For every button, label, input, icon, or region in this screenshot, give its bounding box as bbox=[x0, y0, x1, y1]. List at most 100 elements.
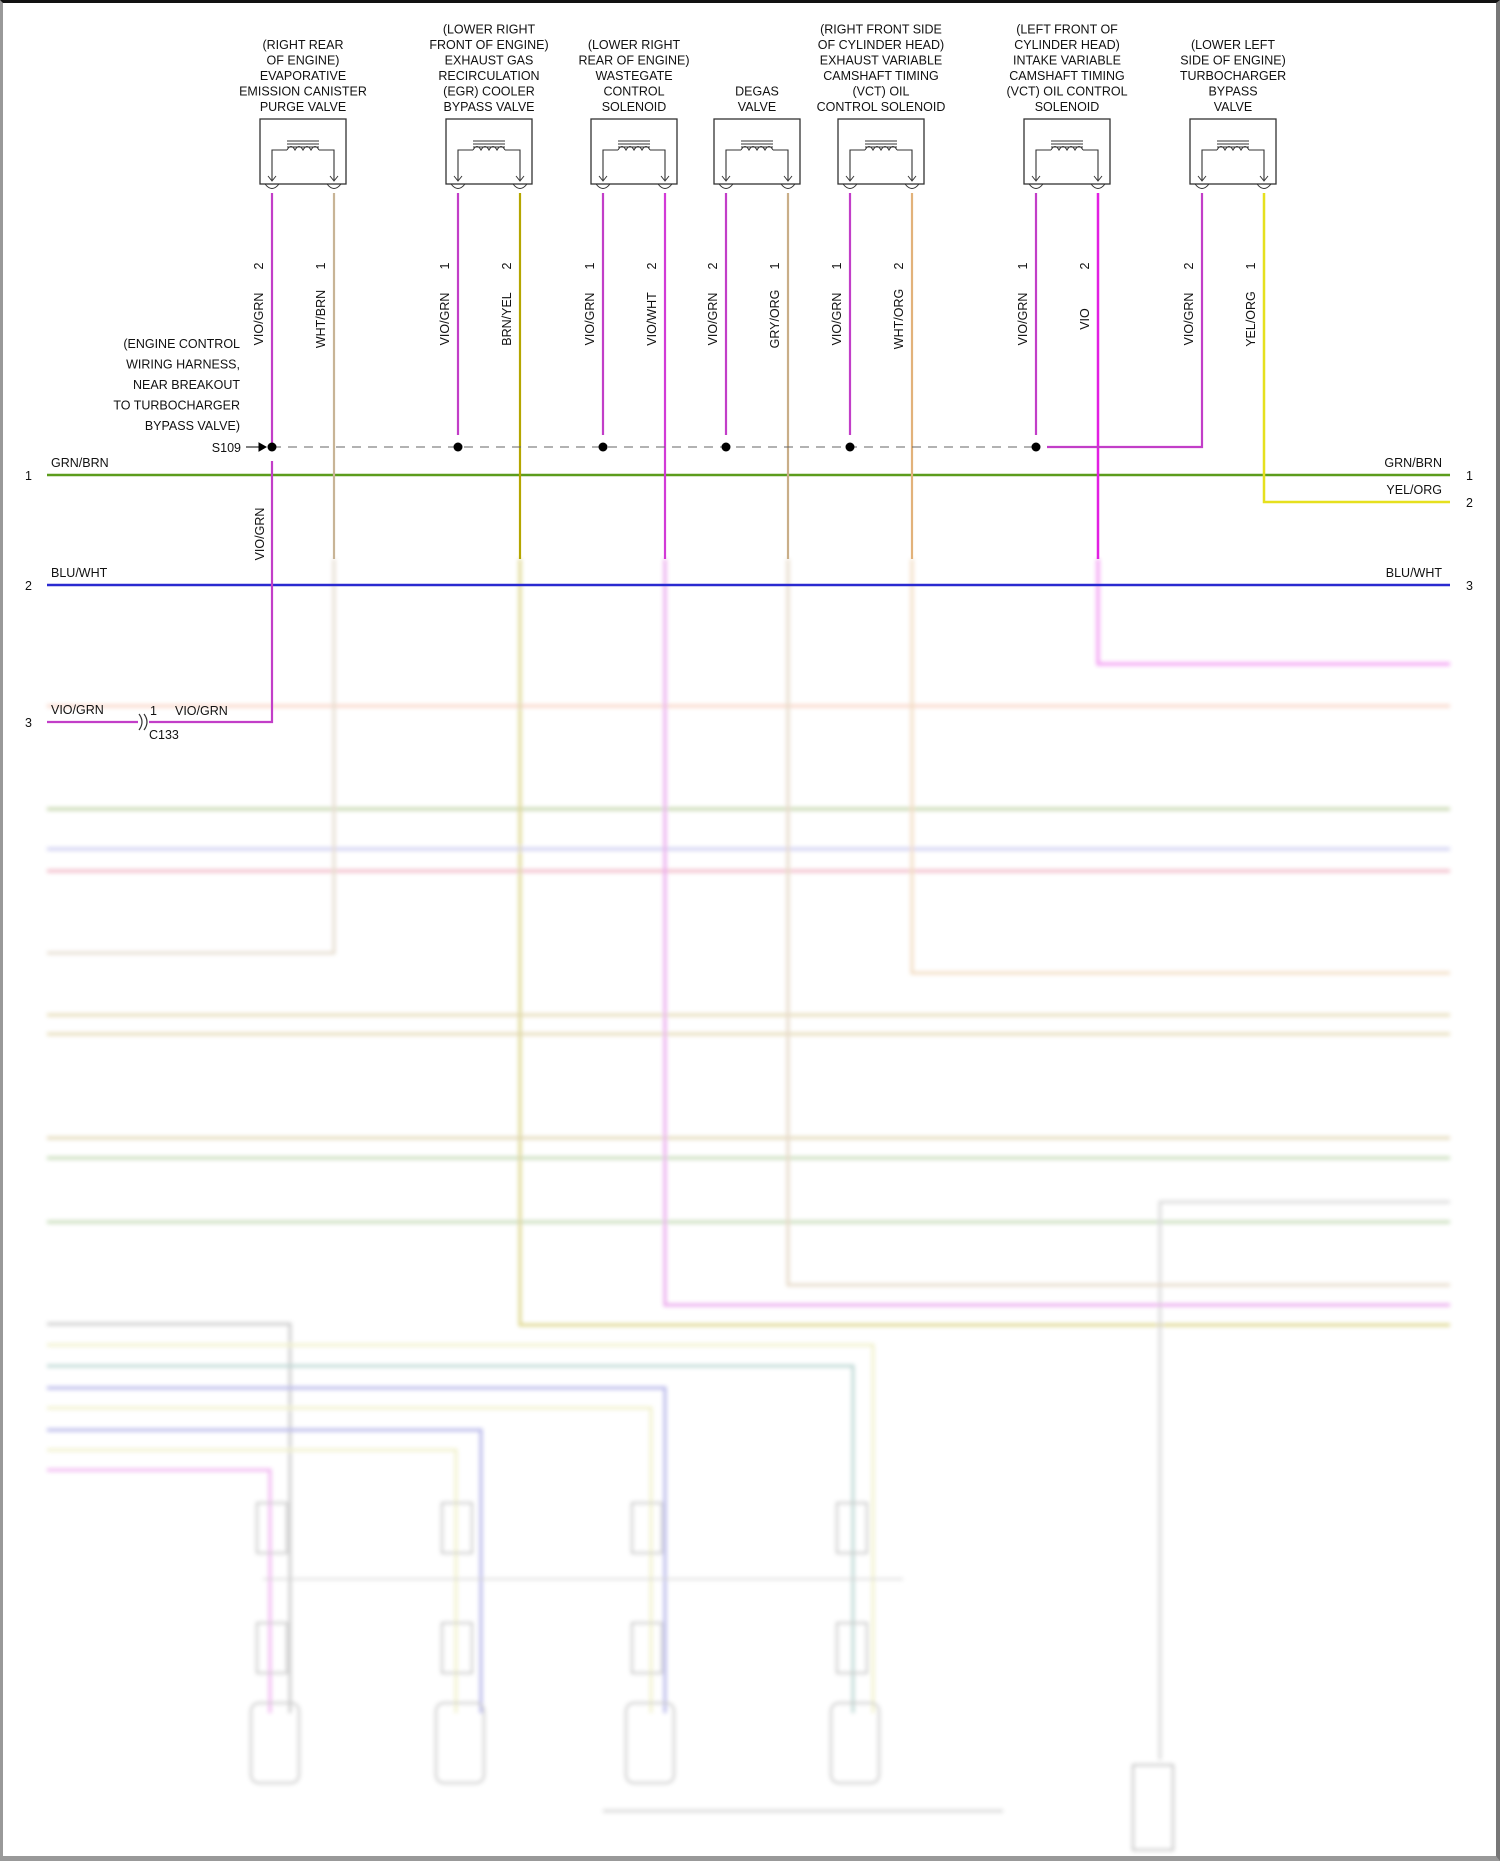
wire-color-label: VIO/GRN bbox=[706, 293, 720, 346]
component-label-line: TURBOCHARGER bbox=[1180, 69, 1286, 83]
component-label-line: OF CYLINDER HEAD) bbox=[818, 38, 944, 52]
component-label-line: BYPASS bbox=[1208, 85, 1257, 99]
pin-arrow-icon bbox=[515, 175, 525, 182]
sensor-symbol bbox=[250, 1702, 300, 1784]
component-label-line: (RIGHT REAR bbox=[262, 38, 343, 52]
pin-terminal-icon bbox=[264, 183, 280, 189]
wire-lower bbox=[1158, 1200, 1450, 1760]
component-label-line: INTAKE VARIABLE bbox=[1013, 54, 1121, 68]
connector-pin-number: 1 bbox=[150, 704, 157, 718]
row-number-right: 3 bbox=[1466, 579, 1473, 593]
pin-terminal-icon bbox=[326, 183, 342, 189]
pin-terminal-icon bbox=[1256, 183, 1272, 189]
pin-number: 1 bbox=[1016, 262, 1030, 269]
pin-number: 2 bbox=[645, 262, 659, 269]
coil-icon bbox=[1201, 149, 1265, 180]
component-label-line: OF ENGINE) bbox=[267, 54, 340, 68]
wire-lower bbox=[47, 1386, 667, 1713]
pin-number: 1 bbox=[583, 262, 597, 269]
obscured-lower-section bbox=[47, 559, 1450, 1851]
component-label-line: SIDE OF ENGINE) bbox=[1180, 54, 1286, 68]
solenoid-icon bbox=[590, 118, 678, 185]
splice-dot bbox=[1031, 442, 1041, 452]
pin-arrow-icon bbox=[329, 175, 339, 182]
wire-color-label: VIO/GRN bbox=[830, 293, 844, 346]
wire-lower bbox=[47, 1448, 458, 1713]
wire-color-label: YEL/ORG bbox=[1386, 483, 1442, 497]
component-label-line: (LEFT FRONT OF bbox=[1016, 23, 1118, 37]
wire-color-label: BLU/WHT bbox=[51, 566, 108, 580]
pin-terminal-icon bbox=[450, 183, 466, 189]
component-label-line: FRONT OF ENGINE) bbox=[429, 38, 548, 52]
pin-arrow-icon bbox=[783, 175, 793, 182]
wire-lower bbox=[47, 1428, 483, 1713]
splice-note-line: (ENGINE CONTROL bbox=[123, 337, 240, 351]
pin-number: 2 bbox=[1078, 262, 1092, 269]
wire-color-label: YEL/ORG bbox=[1244, 291, 1258, 347]
component-label-line: EXHAUST VARIABLE bbox=[820, 54, 943, 68]
component-3 bbox=[590, 118, 678, 189]
splice-dot bbox=[598, 442, 608, 452]
pin-number: 1 bbox=[830, 262, 844, 269]
wire-color-label: GRY/ORG bbox=[768, 290, 782, 349]
wire-color-label: VIO/GRN bbox=[1182, 293, 1196, 346]
coil-icon bbox=[849, 149, 913, 180]
connector-symbol bbox=[836, 1502, 868, 1554]
wire-color-label: VIO/GRN bbox=[51, 703, 104, 717]
wire-vio-grn-to-c133 bbox=[149, 461, 274, 724]
connector-symbol bbox=[441, 1622, 473, 1674]
pin-arrow-icon bbox=[1197, 175, 1207, 182]
wire-lower bbox=[47, 1343, 875, 1713]
wire-vio-grn bbox=[1047, 193, 1204, 449]
component-label-line: SOLENOID bbox=[602, 100, 667, 114]
coil-icon bbox=[457, 149, 521, 180]
pin-number: 1 bbox=[768, 262, 782, 269]
connector-symbol bbox=[836, 1622, 868, 1674]
connector-symbol bbox=[631, 1502, 663, 1554]
splice-dot bbox=[267, 442, 277, 452]
wire-color-label: GRN/BRN bbox=[51, 456, 109, 470]
component-label-line: (RIGHT FRONT SIDE bbox=[820, 23, 942, 37]
pin-terminal-icon bbox=[718, 183, 734, 189]
wire-color-label: VIO/GRN bbox=[583, 293, 597, 346]
splice-note-line: WIRING HARNESS, bbox=[126, 358, 240, 372]
solenoid-icon bbox=[1189, 118, 1277, 185]
component-label-line: CYLINDER HEAD) bbox=[1014, 38, 1120, 52]
ground-symbol bbox=[1132, 1764, 1174, 1851]
wire-color-label: BRN/YEL bbox=[500, 292, 514, 346]
wire-color-label: VIO bbox=[1078, 308, 1092, 330]
component-label-line: (LOWER RIGHT bbox=[588, 38, 681, 52]
pin-number: 1 bbox=[1244, 262, 1258, 269]
pin-terminal-icon bbox=[512, 183, 528, 189]
wire-color-label: GRN/BRN bbox=[1384, 456, 1442, 470]
coil-icon bbox=[725, 149, 789, 180]
row-number-right: 1 bbox=[1466, 469, 1473, 483]
component-label-line: (VCT) OIL bbox=[853, 85, 910, 99]
pin-terminal-icon bbox=[657, 183, 673, 189]
component-label-line: EMISSION CANISTER bbox=[239, 85, 367, 99]
pin-terminal-icon bbox=[842, 183, 858, 189]
component-label-line: SOLENOID bbox=[1035, 100, 1100, 114]
component-label-line: CONTROL SOLENOID bbox=[817, 100, 946, 114]
wire-color-label: WHT/BRN bbox=[314, 290, 328, 348]
wire-color-label: VIO/GRN bbox=[438, 293, 452, 346]
solenoid-icon bbox=[837, 118, 925, 185]
pin-number: 2 bbox=[892, 262, 906, 269]
arrow-icon bbox=[246, 442, 268, 452]
component-label-line: (EGR) COOLER bbox=[443, 85, 535, 99]
pin-arrow-icon bbox=[267, 175, 277, 182]
connector-symbol bbox=[441, 1502, 473, 1554]
pin-terminal-icon bbox=[780, 183, 796, 189]
wire-color-label: VIO/GRN bbox=[175, 704, 228, 718]
pin-arrow-icon bbox=[598, 175, 608, 182]
wire-wht-org-lower bbox=[910, 559, 1450, 975]
component-label-line: WASTEGATE bbox=[595, 69, 672, 83]
wire-yel-org bbox=[1262, 193, 1450, 504]
solenoid-icon bbox=[713, 118, 801, 185]
wire-lower bbox=[47, 1364, 855, 1713]
wire-color-label: WHT/ORG bbox=[892, 289, 906, 349]
component-label-line: PURGE VALVE bbox=[260, 100, 346, 114]
splice-dot bbox=[453, 442, 463, 452]
component-4 bbox=[713, 118, 801, 189]
wire-color-label: VIO/GRN bbox=[253, 508, 267, 561]
